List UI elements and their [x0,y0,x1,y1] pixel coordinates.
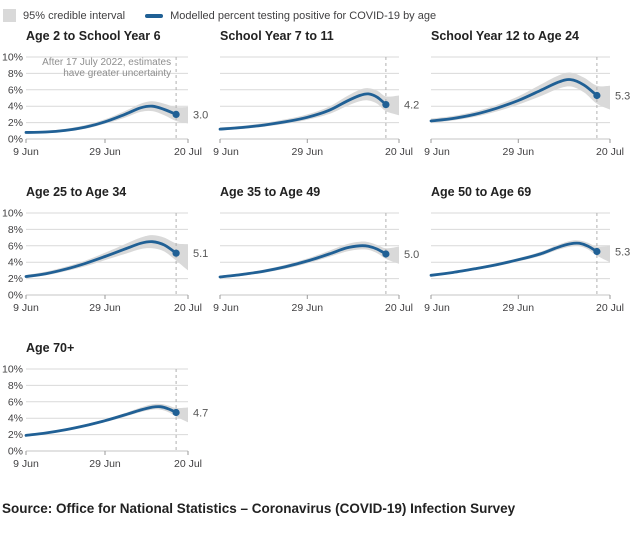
chart-canvas: 4.2 9 Jun 29 Jun 20 Jul [213,56,419,158]
credible-interval-band [26,101,188,134]
x-axis-tick-label: 9 Jun [424,302,450,314]
modelled-line [429,78,599,123]
source-note: Source: Office for National Statistics –… [2,501,516,516]
y-axis-tick-label: 4% [8,413,23,425]
x-axis-tick-label: 29 Jun [89,458,121,470]
modelled-line [218,244,388,279]
chart-school-year-7-to-11: School Year 7 to 11 4.2 9 Jun 29 Jun 20 Jul [211,29,422,173]
y-axis-tick-label: 8% [8,380,23,392]
chart-title: Age 70+ [26,341,75,355]
chart-title: School Year 7 to 11 [220,29,334,43]
y-axis-tick-label: 10% [2,364,23,376]
chart-title: Age 50 to Age 69 [431,185,532,199]
y-axis-tick-label: 6% [8,240,23,252]
latest-estimate-value: 4.2 [404,100,419,112]
credible-interval-swatch-icon [3,9,16,22]
chart-canvas: 5.0 9 Jun 29 Jun 20 Jul [213,212,419,314]
latest-estimate-dot [382,101,390,109]
chart-title: Age 35 to Age 49 [220,185,321,199]
y-axis-tick-label: 10% [2,208,23,220]
y-axis-tick-label: 2% [8,273,23,285]
modelled-line [218,92,388,131]
y-axis-tick-label: 4% [8,257,23,269]
modelled-line [24,240,178,278]
chart-age-70: Age 70+ 0% 2% 4% 6% 8% 10% 4.7 9 Jun 29 Jun 20 Jul [0,341,211,485]
latest-estimate-value: 5.3 [615,91,630,103]
x-axis-tick-label: 9 Jun [213,302,239,314]
chart-age-50-to-age-69: Age 50 to Age 69 5.3 9 Jun 29 Jun 20 Jul [422,185,633,329]
chart-age-35-to-age-49: Age 35 to Age 49 5.0 9 Jun 29 Jun 20 Jul [211,185,422,329]
chart-title: Age 2 to School Year 6 [26,29,161,43]
uncertainty-annotation: have greater uncertainty [63,68,171,79]
chart-school-year-12-to-age-24: School Year 12 to Age 24 5.3 9 Jun 29 Jun 20… [422,29,633,173]
latest-estimate-dot [593,247,601,256]
x-axis-tick-label: 20 Jul [596,146,624,158]
chart-canvas: 5.3 9 Jun 29 Jun 20 Jul [424,56,630,158]
x-axis-tick-label: 29 Jun [503,146,535,158]
x-axis-tick-label: 9 Jun [13,302,39,314]
x-axis-tick-label: 9 Jun [13,146,39,158]
modelled-line [429,241,599,277]
chart-age-25-to-age-34: Age 25 to Age 34 0% 2% 4% 6% 8% 10% 5.1 9 Jun 29 … [0,185,211,329]
chart-title: School Year 12 to Age 24 [431,29,579,43]
y-axis-tick-label: 10% [2,52,23,64]
credible-interval-label: 95% credible interval [23,9,126,22]
latest-estimate-value: 3.0 [193,109,208,121]
chart-canvas: 0% 2% 4% 6% 8% 10% 3.0 9 Jun 29 Jun 20 Jul After 1… [2,52,208,159]
latest-estimate-dot [172,249,180,257]
chart-canvas: 0% 2% 4% 6% 8% 10% 5.1 9 Jun 29 Jun 20 Jul [2,208,208,315]
latest-estimate-dot [172,110,180,118]
credible-interval-band [431,72,610,123]
x-axis-tick-label: 9 Jun [13,458,39,470]
x-axis-tick-label: 20 Jul [174,302,202,314]
x-axis-tick-label: 29 Jun [292,302,324,314]
chart-canvas: 0% 2% 4% 6% 8% 10% 4.7 9 Jun 29 Jun 20 Jul [2,364,208,471]
x-axis-tick-label: 9 Jun [213,146,239,158]
chart-age-2-to-school-year-6: Age 2 to School Year 6 0% 2% 4% 6% 8% 10% 3.0 9 … [0,29,211,173]
x-axis-tick-label: 29 Jun [503,302,535,314]
y-axis-tick-label: 4% [8,101,23,113]
latest-estimate-dot [382,250,390,258]
y-axis-tick-label: 6% [8,84,23,96]
y-axis-tick-label: 8% [8,68,23,80]
y-axis-tick-label: 6% [8,396,23,408]
chart-canvas: 5.3 9 Jun 29 Jun 20 Jul [424,212,630,314]
y-axis-tick-label: 0% [8,446,23,458]
latest-estimate-value: 5.3 [615,247,630,259]
x-axis-tick-label: 20 Jul [174,458,202,470]
x-axis-tick-label: 29 Jun [89,302,121,314]
latest-estimate-value: 5.0 [404,249,419,261]
latest-estimate-dot [593,91,601,100]
y-axis-tick-label: 8% [8,224,23,236]
modelled-line [24,104,178,134]
modelled-line-label: Modelled percent testing positive for CO… [170,9,437,22]
y-axis-tick-label: 0% [8,290,23,302]
y-axis-tick-label: 0% [8,134,23,146]
x-axis-tick-label: 20 Jul [385,302,413,314]
y-axis-tick-label: 2% [8,429,23,441]
x-axis-tick-label: 29 Jun [89,146,121,158]
latest-estimate-dot [172,408,180,417]
uncertainty-annotation: After 17 July 2022, estimates [42,57,171,68]
x-axis-tick-label: 20 Jul [385,146,413,158]
charts-grid: Age 2 to School Year 6 0% 2% 4% 6% 8% 10% 3.0 9 … [0,22,635,485]
modelled-line-swatch-icon [145,13,164,18]
chart-title: Age 25 to Age 34 [26,185,127,199]
legend: 95% credible interval Modelled percent t… [0,0,635,22]
x-axis-tick-label: 29 Jun [292,146,324,158]
y-axis-tick-label: 2% [8,117,23,129]
x-axis-tick-label: 9 Jun [424,146,450,158]
latest-estimate-value: 4.7 [193,408,208,420]
x-axis-tick-label: 20 Jul [596,302,624,314]
modelled-line [24,405,178,437]
x-axis-tick-label: 20 Jul [174,146,202,158]
latest-estimate-value: 5.1 [193,248,208,260]
